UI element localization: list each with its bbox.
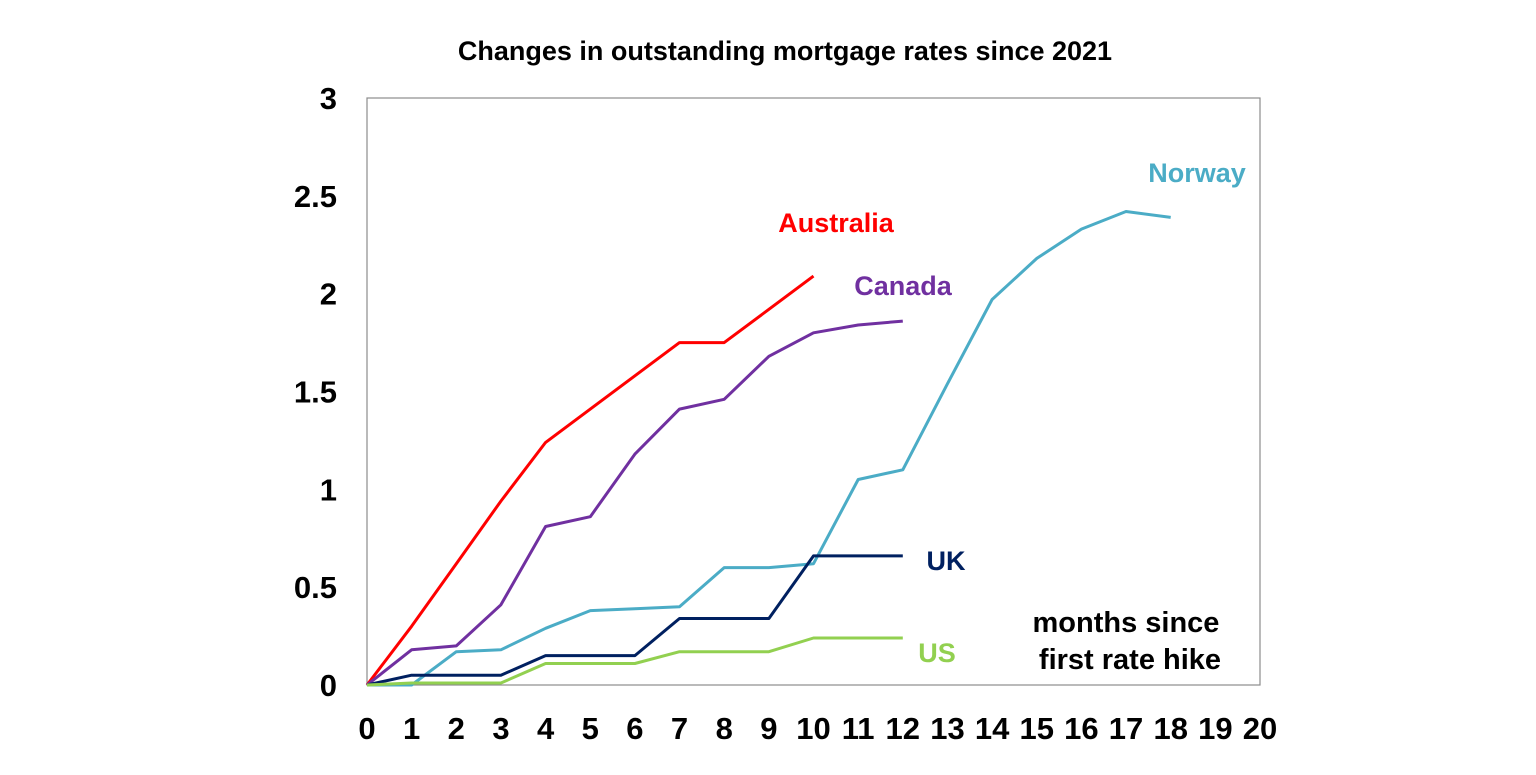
x-tick-label: 6 <box>626 711 643 746</box>
y-tick-label: 2.5 <box>294 179 337 214</box>
x-tick-label: 9 <box>760 711 777 746</box>
y-tick-label: 0.5 <box>294 570 337 605</box>
x-tick-label: 20 <box>1243 711 1277 746</box>
series-label-norway: Norway <box>1148 158 1246 188</box>
y-tick-label: 1.5 <box>294 375 337 410</box>
y-tick-label: 3 <box>320 81 337 116</box>
y-tick-label: 0 <box>320 668 337 703</box>
plot-area-frame <box>366 97 1261 686</box>
x-tick-label: 19 <box>1198 711 1232 746</box>
x-tick-label: 17 <box>1109 711 1143 746</box>
x-tick-label: 18 <box>1153 711 1187 746</box>
x-tick-label: 7 <box>671 711 688 746</box>
x-tick-label: 15 <box>1020 711 1054 746</box>
series-label-australia: Australia <box>778 208 895 238</box>
y-axis-tick-labels: 0 0.5 1 1.5 2 2.5 3 <box>294 81 337 703</box>
annotation-line-1: months since <box>1033 607 1220 639</box>
y-tick-label: 2 <box>320 277 337 312</box>
x-tick-label: 8 <box>716 711 733 746</box>
series-line-uk <box>366 554 903 687</box>
x-tick-label: 13 <box>930 711 964 746</box>
series-label-uk: UK <box>927 546 966 576</box>
series-line-australia <box>365 274 815 686</box>
x-axis-annotation: months since first rate hike <box>1033 607 1228 676</box>
x-tick-label: 2 <box>448 711 465 746</box>
x-tick-label: 4 <box>537 711 555 746</box>
series-lines <box>365 210 1171 687</box>
x-tick-label: 5 <box>582 711 599 746</box>
x-tick-label: 11 <box>842 711 875 746</box>
x-tick-label: 1 <box>403 711 420 746</box>
x-axis-tick-labels: 0 1 2 3 4 5 6 7 8 9 10 11 12 13 14 15 16 17 18 19 20 <box>358 711 1277 746</box>
x-tick-label: 10 <box>796 711 830 746</box>
chart-title: Changes in outstanding mortgage rates si… <box>458 36 1112 66</box>
series-line-us <box>366 636 903 687</box>
x-tick-label: 0 <box>358 711 375 746</box>
series-line-canada <box>366 319 903 687</box>
series-line-norway <box>367 210 1171 687</box>
series-label-canada: Canada <box>854 271 953 301</box>
y-tick-label: 1 <box>320 472 337 507</box>
x-tick-label: 16 <box>1064 711 1098 746</box>
series-label-us: US <box>918 638 956 668</box>
x-tick-label: 14 <box>975 711 1010 746</box>
x-tick-label: 3 <box>492 711 509 746</box>
series-labels: Australia Canada Norway UK US <box>778 158 1246 668</box>
annotation-line-2: first rate hike <box>1039 644 1221 676</box>
x-tick-label: 12 <box>886 711 920 746</box>
